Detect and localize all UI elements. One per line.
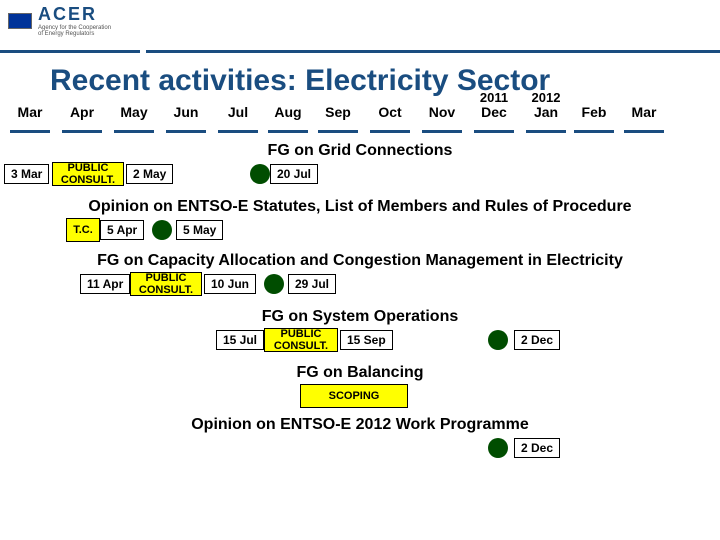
milestone-dot: [488, 438, 508, 458]
month-label: Jun: [166, 104, 206, 120]
date-box: 20 Jul: [270, 164, 318, 184]
milestone-dot: [250, 164, 270, 184]
phase-pill: PUBLIC CONSULT.: [264, 328, 338, 352]
month-label: Feb: [574, 104, 614, 120]
axis-tick: [624, 128, 664, 133]
date-box: 2 Dec: [514, 438, 560, 458]
year-label: 2011: [474, 90, 514, 105]
axis-tick: [370, 128, 410, 133]
month-label: Sep: [318, 104, 358, 120]
milestone-dot: [152, 220, 172, 240]
axis-tick: [166, 128, 206, 133]
section-title: FG on Grid Connections: [0, 142, 720, 160]
section-title: FG on Balancing: [0, 364, 720, 382]
date-box: 5 May: [176, 220, 223, 240]
month-label: Mar: [624, 104, 664, 120]
phase-pill: PUBLIC CONSULT.: [52, 162, 124, 186]
month-label: Aug: [268, 104, 308, 120]
timeline-row: SCOPING: [0, 384, 720, 414]
date-box: 5 Apr: [100, 220, 144, 240]
section-title: FG on Capacity Allocation and Congestion…: [0, 252, 720, 270]
logo: ACER Agency for the Cooperation of Energ…: [0, 0, 119, 41]
phase-pill: SCOPING: [300, 384, 408, 408]
timeline-row: 3 MarPUBLIC CONSULT.2 May 20 Jul: [0, 162, 720, 192]
axis-tick: [62, 128, 102, 133]
month-label: Mar: [10, 104, 50, 120]
timeline-row: 2 Dec: [0, 436, 720, 466]
axis-tick: [474, 128, 514, 133]
axis-tick: [114, 128, 154, 133]
date-box: 15 Sep: [340, 330, 393, 350]
timeline-axis: MarAprMayJunJulAugSepOctNovDecJanFebMar2…: [0, 104, 720, 140]
phase-pill: T.C.: [66, 218, 100, 242]
date-box: 2 May: [126, 164, 173, 184]
header: ACER Agency for the Cooperation of Energ…: [0, 0, 720, 54]
phase-pill: PUBLIC CONSULT.: [130, 272, 202, 296]
timeline-row: T.C.5 Apr 5 May: [0, 218, 720, 248]
date-box: 15 Jul: [216, 330, 264, 350]
milestone-dot: [264, 274, 284, 294]
section-title: FG on System Operations: [0, 308, 720, 326]
date-box: 29 Jul: [288, 274, 336, 294]
axis-tick: [318, 128, 358, 133]
eu-flag-icon: [8, 13, 32, 29]
date-box: 11 Apr: [80, 274, 130, 294]
section-title: Opinion on ENTSO-E 2012 Work Programme: [0, 416, 720, 434]
axis-tick: [218, 128, 258, 133]
month-label: Nov: [422, 104, 462, 120]
axis-tick: [526, 128, 566, 133]
month-label: Apr: [62, 104, 102, 120]
month-label: Dec: [474, 104, 514, 120]
axis-tick: [574, 128, 614, 133]
axis-tick: [422, 128, 462, 133]
date-box: 10 Jun: [204, 274, 256, 294]
axis-tick: [268, 128, 308, 133]
logo-sub2: of Energy Regulators: [38, 31, 111, 37]
month-label: May: [114, 104, 154, 120]
timeline-row: 11 AprPUBLIC CONSULT.10 Jun 29 Jul: [0, 272, 720, 302]
axis-tick: [10, 128, 50, 133]
month-label: Jan: [526, 104, 566, 120]
date-box: 2 Dec: [514, 330, 560, 350]
month-label: Oct: [370, 104, 410, 120]
timeline-row: 15 JulPUBLIC CONSULT.15 Sep 2 Dec: [0, 328, 720, 358]
date-box: 3 Mar: [4, 164, 49, 184]
year-label: 2012: [526, 90, 566, 105]
month-label: Jul: [218, 104, 258, 120]
section-title: Opinion on ENTSO-E Statutes, List of Mem…: [0, 198, 720, 216]
milestone-dot: [488, 330, 508, 350]
header-rule: [0, 50, 720, 53]
logo-text: ACER: [38, 4, 111, 25]
